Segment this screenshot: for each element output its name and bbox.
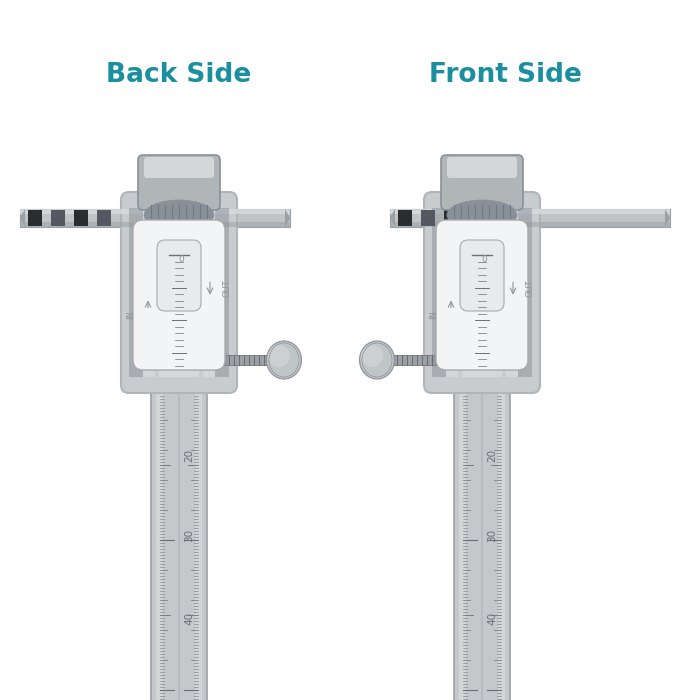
FancyBboxPatch shape [157,240,201,311]
Bar [159,208,199,377]
Polygon shape [20,209,25,227]
Bar [390,222,670,227]
Ellipse shape [267,341,302,379]
Bar [97,210,111,226]
Bar [421,210,435,226]
Ellipse shape [144,200,214,230]
Text: 0: 0 [178,256,184,265]
Text: Back Side: Back Side [106,62,251,88]
FancyBboxPatch shape [151,388,207,700]
Bar [390,209,670,227]
Bar [398,210,412,226]
Ellipse shape [360,341,395,379]
Bar [506,208,518,377]
Text: 30: 30 [487,528,497,542]
Ellipse shape [447,200,517,230]
Text: IN: IN [127,310,136,319]
Bar [387,355,437,365]
Bar [498,390,505,700]
Bar [203,208,215,377]
Ellipse shape [361,345,383,367]
Bar [224,355,274,365]
Bar [156,390,163,700]
Polygon shape [285,209,290,227]
Text: 0: 0 [481,256,487,265]
FancyBboxPatch shape [138,155,220,210]
Text: 30: 30 [184,528,194,542]
Bar [28,210,42,226]
FancyBboxPatch shape [133,220,225,370]
Text: OUT: OUT [223,279,232,298]
Bar [518,208,532,377]
Bar [390,209,670,214]
Bar [74,210,88,226]
Text: 40: 40 [487,611,497,624]
Bar [432,208,446,377]
Bar [20,209,290,214]
Bar [178,390,180,700]
Bar [446,208,458,377]
FancyBboxPatch shape [436,220,528,370]
Bar [195,390,202,700]
FancyBboxPatch shape [424,192,540,393]
Text: OUT: OUT [526,279,535,298]
Bar [444,210,458,226]
FancyBboxPatch shape [441,155,523,210]
Bar [481,390,483,700]
Text: 20: 20 [184,449,194,461]
Bar [467,210,481,226]
Bar [462,208,502,377]
Text: Front Side: Front Side [428,62,582,88]
Polygon shape [390,209,395,227]
Text: 20: 20 [487,449,497,461]
Bar [20,222,290,227]
Bar [20,209,290,227]
Ellipse shape [268,345,290,367]
FancyBboxPatch shape [447,157,517,178]
FancyBboxPatch shape [121,192,237,393]
Polygon shape [665,209,670,227]
FancyBboxPatch shape [454,388,510,700]
FancyBboxPatch shape [144,157,214,178]
Text: IN: IN [430,310,438,319]
Bar [143,208,155,377]
Text: 40: 40 [184,611,194,624]
Bar [129,208,143,377]
FancyBboxPatch shape [460,240,504,311]
Bar [459,390,466,700]
Bar [215,208,229,377]
Bar [51,210,65,226]
